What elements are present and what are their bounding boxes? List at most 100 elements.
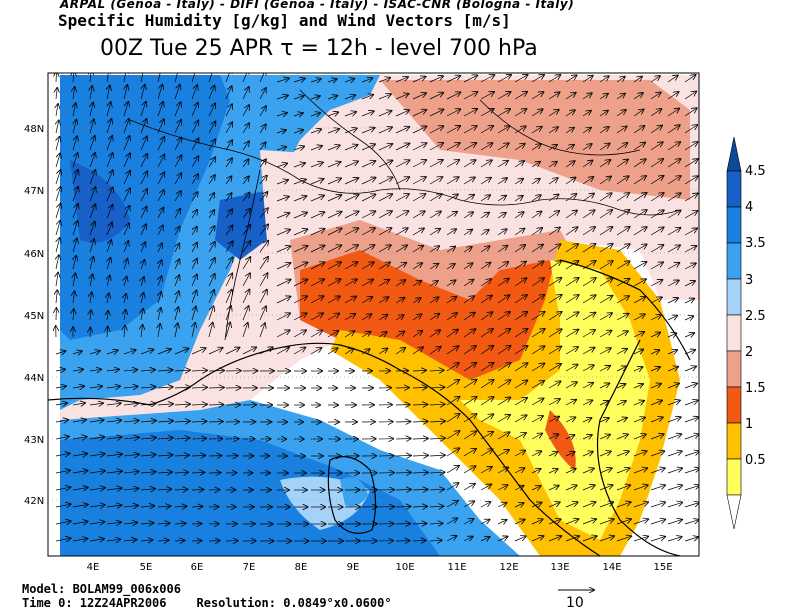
wind-vector bbox=[276, 296, 290, 304]
wind-vector bbox=[90, 292, 92, 304]
wind-vector bbox=[429, 281, 438, 287]
wind-vector bbox=[599, 519, 614, 525]
wind-vector bbox=[616, 77, 625, 83]
wind-vector bbox=[107, 258, 111, 270]
wind-vector bbox=[293, 330, 306, 338]
wind-vector bbox=[531, 536, 544, 542]
wind-vector bbox=[463, 380, 477, 389]
wind-vector bbox=[446, 92, 460, 100]
wind-vector bbox=[667, 537, 682, 542]
wind-vector bbox=[56, 137, 60, 151]
wind-vector bbox=[157, 85, 162, 100]
wind-vector bbox=[225, 158, 232, 168]
wind-vector bbox=[582, 502, 596, 508]
wind-vector bbox=[56, 255, 59, 270]
wind-vector bbox=[480, 432, 493, 440]
wind-vector bbox=[582, 485, 595, 491]
wind-vector bbox=[293, 296, 307, 304]
wind-vector bbox=[56, 88, 57, 100]
wind-vector bbox=[463, 466, 476, 474]
wind-vector bbox=[310, 113, 320, 116]
wind-vector bbox=[599, 451, 611, 457]
wind-vector bbox=[616, 279, 629, 287]
wind-vector bbox=[310, 162, 323, 168]
wind-vector bbox=[497, 161, 508, 168]
wind-vector bbox=[106, 136, 112, 151]
wind-vector bbox=[480, 75, 494, 83]
latitude-labels: 48N 47N 46N 45N 44N 43N 42N bbox=[24, 124, 44, 507]
wind-vector bbox=[599, 383, 609, 389]
wind-vector bbox=[684, 350, 695, 354]
wind-vector bbox=[446, 143, 460, 151]
wind-vector bbox=[446, 397, 459, 406]
wind-vector bbox=[191, 243, 197, 253]
wind-vector bbox=[463, 537, 473, 541]
wind-vector bbox=[633, 468, 647, 474]
wind-vector bbox=[446, 76, 460, 83]
wind-vector bbox=[684, 108, 697, 117]
wind-vector bbox=[497, 126, 510, 134]
wind-vector bbox=[55, 538, 71, 541]
wind-vector bbox=[412, 523, 426, 524]
wind-vector bbox=[361, 111, 374, 117]
wind-vector bbox=[582, 194, 594, 202]
wind-vector bbox=[276, 313, 290, 321]
wind-vector bbox=[565, 211, 577, 219]
wind-vector bbox=[650, 468, 665, 474]
wind-vector bbox=[208, 175, 215, 185]
wind-vector bbox=[650, 109, 661, 117]
wind-vector bbox=[140, 85, 145, 100]
wind-vector bbox=[633, 126, 644, 134]
wind-vector bbox=[174, 472, 188, 473]
wind-vector bbox=[395, 177, 409, 185]
wind-vector bbox=[106, 420, 121, 422]
wind-vector bbox=[72, 369, 83, 371]
wind-vector bbox=[276, 96, 288, 100]
wind-vector bbox=[361, 178, 376, 185]
wind-vector bbox=[140, 455, 156, 456]
wind-vector bbox=[378, 228, 391, 236]
wind-vector bbox=[684, 485, 699, 491]
wind-vector bbox=[667, 159, 681, 168]
wind-vector bbox=[310, 313, 323, 321]
wind-vector bbox=[412, 177, 426, 185]
wind-vector bbox=[327, 296, 340, 304]
wind-vector bbox=[395, 160, 409, 168]
wind-vector bbox=[140, 154, 147, 168]
wind-vector bbox=[209, 323, 213, 338]
colorbar-swatch bbox=[726, 278, 742, 316]
wind-vector bbox=[174, 73, 179, 83]
wind-vector bbox=[480, 92, 494, 100]
wind-vector bbox=[616, 126, 627, 134]
wind-vector bbox=[514, 520, 525, 524]
wind-vector bbox=[429, 76, 443, 83]
wind-vector bbox=[157, 208, 164, 219]
plot-frame bbox=[47, 72, 700, 557]
wind-vector bbox=[616, 193, 629, 202]
wind-vector bbox=[140, 489, 155, 490]
wind-vector bbox=[463, 160, 476, 168]
wind-vector bbox=[497, 312, 510, 321]
wind-vector bbox=[446, 313, 457, 321]
wind-vector bbox=[650, 142, 663, 151]
wind-vector bbox=[582, 295, 596, 304]
wind-vector bbox=[89, 539, 104, 541]
wind-vector bbox=[650, 333, 660, 338]
wind-vector bbox=[548, 536, 561, 542]
wind-vector bbox=[667, 333, 676, 337]
colorbar-swatch bbox=[726, 386, 742, 424]
wind-vector bbox=[378, 245, 391, 253]
wind-vector bbox=[123, 454, 139, 456]
wind-vector bbox=[548, 261, 561, 270]
wind-vector bbox=[310, 96, 320, 99]
wind-vector bbox=[124, 294, 126, 304]
wind-vector bbox=[514, 363, 528, 372]
wind-vector bbox=[446, 264, 455, 270]
wind-vector bbox=[192, 323, 195, 338]
wind-vector-field bbox=[55, 73, 699, 542]
wind-vector bbox=[548, 162, 557, 168]
wind-vector bbox=[158, 292, 161, 304]
wind-vector bbox=[191, 174, 198, 185]
wind-vector bbox=[633, 244, 647, 253]
